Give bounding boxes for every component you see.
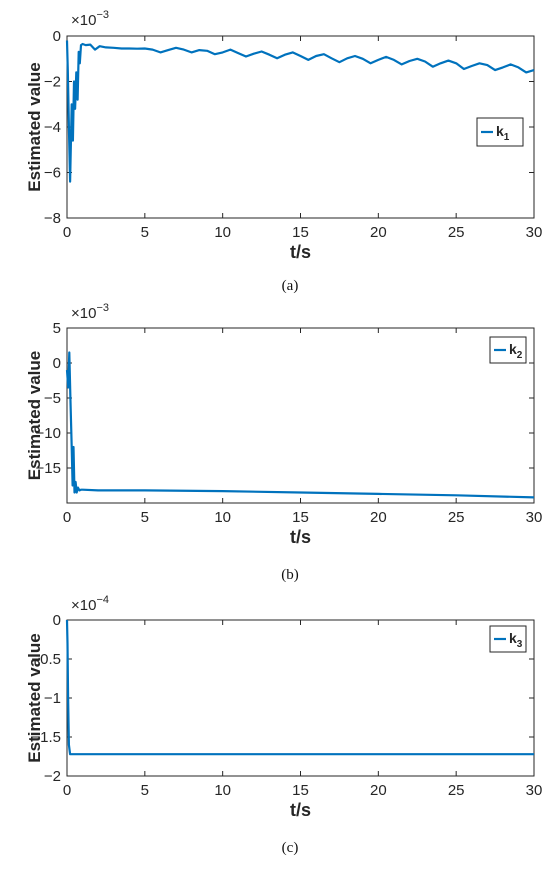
x-tick-label: 15 bbox=[292, 509, 309, 526]
y-tick-label: −15 bbox=[36, 460, 61, 477]
legend: k2 bbox=[489, 336, 527, 364]
x-tick-label: 10 bbox=[214, 509, 231, 526]
legend-label: k1 bbox=[496, 123, 510, 143]
chart-panel-1: 0 5 10 15 20 25 30 0 −2 −4 −6 −8 ×10−3 t/s Estimated v… bbox=[25, 9, 542, 294]
x-tick-label: 25 bbox=[448, 224, 465, 241]
x-tick-label: 5 bbox=[141, 224, 149, 241]
y-tick-label: −2 bbox=[44, 768, 61, 785]
series-line-k3 bbox=[65, 619, 534, 756]
x-tick-label: 15 bbox=[292, 782, 309, 799]
y-tick-label: −5 bbox=[44, 390, 61, 407]
x-tick-label: 25 bbox=[448, 509, 465, 526]
y-axis-label: Estimated value bbox=[25, 351, 44, 480]
y-tick-label: −4 bbox=[44, 119, 61, 136]
y-tick-label: −2 bbox=[44, 74, 61, 91]
plot-area bbox=[66, 35, 535, 219]
y-tick-label: 5 bbox=[53, 320, 61, 337]
x-tick-label: 30 bbox=[526, 224, 543, 241]
axis-multiplier: ×10−3 bbox=[71, 302, 109, 322]
x-axis-label: t/s bbox=[290, 242, 311, 262]
axis-multiplier: ×10−3 bbox=[71, 9, 109, 29]
series-line-k2 bbox=[65, 351, 535, 499]
y-tick-label: −10 bbox=[36, 425, 61, 442]
y-tick-label: −6 bbox=[44, 165, 61, 182]
x-tick-label: 20 bbox=[370, 224, 387, 241]
plot-area bbox=[66, 619, 535, 777]
y-axis-label: Estimated value bbox=[25, 62, 44, 191]
chart-panel-3: 0 5 10 15 20 25 30 0 −0.5 −1 −1.5 −2 ×10−4 t/s Estimat… bbox=[25, 594, 542, 856]
x-tick-label: 0 bbox=[63, 782, 71, 799]
y-axis-label: Estimated value bbox=[25, 633, 44, 762]
x-tick-label: 10 bbox=[214, 782, 231, 799]
x-axis-label: t/s bbox=[290, 527, 311, 547]
y-tick-label: −1 bbox=[44, 690, 61, 707]
x-tick-label: 20 bbox=[370, 509, 387, 526]
x-tick-label: 10 bbox=[214, 224, 231, 241]
y-tick-label: 0 bbox=[53, 355, 61, 372]
y-tick-label: −8 bbox=[44, 210, 61, 227]
x-tick-label: 5 bbox=[141, 782, 149, 799]
y-tick-label: 0 bbox=[53, 28, 61, 45]
panel-caption: (c) bbox=[282, 840, 299, 856]
chart-panel-2: 0 5 10 15 20 25 30 5 0 −5 −10 −15 ×10−3 t/s Estimated … bbox=[25, 302, 542, 583]
legend-box bbox=[489, 336, 527, 364]
x-axis-label: t/s bbox=[290, 800, 311, 820]
y-tick-label: −0.5 bbox=[31, 651, 61, 668]
x-tick-label: 30 bbox=[526, 782, 543, 799]
axis-multiplier: ×10−4 bbox=[71, 594, 109, 614]
legend-label: k2 bbox=[509, 341, 523, 361]
series-line-k1 bbox=[65, 40, 535, 183]
legend: k1 bbox=[476, 117, 524, 147]
panel-caption: (a) bbox=[282, 278, 299, 294]
x-tick-label: 5 bbox=[141, 509, 149, 526]
x-tick-label: 15 bbox=[292, 224, 309, 241]
x-tick-label: 0 bbox=[63, 509, 71, 526]
y-tick-label: 0 bbox=[53, 612, 61, 629]
legend: k3 bbox=[489, 625, 527, 653]
panel-caption: (b) bbox=[281, 567, 299, 583]
plot-area bbox=[66, 327, 535, 504]
x-tick-label: 25 bbox=[448, 782, 465, 799]
x-tick-label: 0 bbox=[63, 224, 71, 241]
legend-label: k3 bbox=[509, 630, 523, 650]
x-tick-label: 30 bbox=[526, 509, 543, 526]
y-tick-label: −1.5 bbox=[31, 729, 61, 746]
x-tick-label: 20 bbox=[370, 782, 387, 799]
